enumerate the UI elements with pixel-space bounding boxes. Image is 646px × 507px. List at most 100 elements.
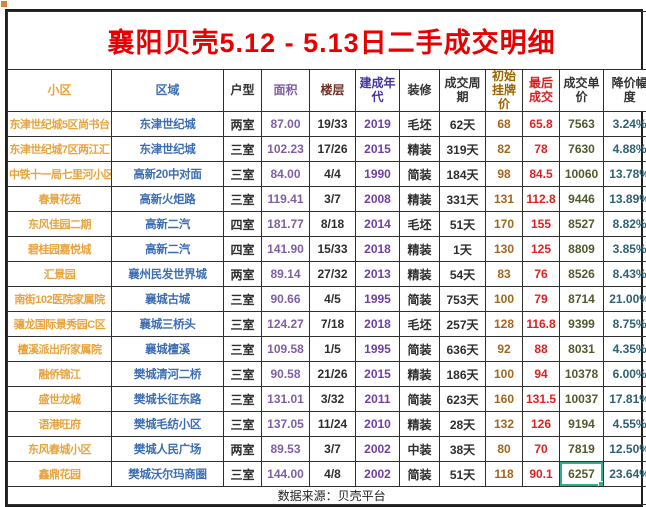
cell-community[interactable]: 语港旺府 — [8, 412, 112, 437]
cell-community[interactable]: 春景花苑 — [8, 187, 112, 212]
cell-initial-price[interactable]: 82 — [486, 137, 523, 162]
cell-district[interactable]: 襄城古城 — [112, 287, 224, 312]
cell-community[interactable]: 汇景园 — [8, 262, 112, 287]
cell-decoration[interactable]: 简装 — [400, 462, 440, 487]
cell-area[interactable]: 131.01 — [262, 387, 310, 412]
cell-community[interactable]: 东津世纪城7区两江汇 — [8, 137, 112, 162]
cell-deal-cycle[interactable]: 51天 — [440, 462, 486, 487]
cell-decoration[interactable]: 精装 — [400, 237, 440, 262]
column-header-initial-price[interactable]: 初始挂牌价 — [486, 70, 523, 112]
cell-initial-price[interactable]: 68 — [486, 112, 523, 137]
cell-unit-price[interactable]: 7819 — [560, 437, 604, 462]
cell-decoration[interactable]: 精装 — [400, 412, 440, 437]
cell-decoration[interactable]: 简装 — [400, 162, 440, 187]
column-header-district[interactable]: 区域 — [112, 70, 224, 112]
cell-deal-cycle[interactable]: 38天 — [440, 437, 486, 462]
cell-year-built[interactable]: 1995 — [356, 287, 400, 312]
cell-district[interactable]: 东津世纪城 — [112, 112, 224, 137]
cell-district[interactable]: 东津世纪城 — [112, 137, 224, 162]
cell-area[interactable]: 102.23 — [262, 137, 310, 162]
cell-final-price[interactable]: 112.8 — [523, 187, 560, 212]
cell-layout[interactable]: 两室 — [224, 437, 262, 462]
cell-area[interactable]: 124.27 — [262, 312, 310, 337]
cell-year-built[interactable]: 1995 — [356, 337, 400, 362]
cell-district[interactable]: 高新火炬路 — [112, 187, 224, 212]
cell-discount[interactable]: 13.89% — [604, 187, 646, 212]
column-header-floor[interactable]: 楼层 — [310, 70, 356, 112]
cell-discount[interactable]: 8.75% — [604, 312, 646, 337]
cell-area[interactable]: 137.05 — [262, 412, 310, 437]
cell-initial-price[interactable]: 132 — [486, 412, 523, 437]
cell-community[interactable]: 东津世纪城5区尚书台 — [8, 112, 112, 137]
cell-decoration[interactable]: 简装 — [400, 287, 440, 312]
cell-floor[interactable]: 4/4 — [310, 162, 356, 187]
cell-layout[interactable]: 三室 — [224, 312, 262, 337]
column-header-discount[interactable]: 降价幅度 — [604, 70, 646, 112]
cell-decoration[interactable]: 毛坯 — [400, 112, 440, 137]
column-header-unit-price[interactable]: 成交单价 — [560, 70, 604, 112]
cell-discount[interactable]: 12.50% — [604, 437, 646, 462]
column-header-deal-cycle[interactable]: 成交周期 — [440, 70, 486, 112]
cell-area[interactable]: 144.00 — [262, 462, 310, 487]
cell-decoration[interactable]: 精装 — [400, 187, 440, 212]
cell-layout[interactable]: 三室 — [224, 287, 262, 312]
cell-decoration[interactable]: 精装 — [400, 362, 440, 387]
cell-floor[interactable]: 11/24 — [310, 412, 356, 437]
cell-unit-price[interactable]: 8714 — [560, 287, 604, 312]
cell-decoration[interactable]: 毛坯 — [400, 212, 440, 237]
cell-district[interactable]: 樊城沃尔玛商圈 — [112, 462, 224, 487]
cell-community[interactable]: 东风春城小区 — [8, 437, 112, 462]
cell-community[interactable]: 南街102医院家属院 — [8, 287, 112, 312]
cell-floor[interactable]: 17/26 — [310, 137, 356, 162]
cell-community[interactable]: 东风佳园二期 — [8, 212, 112, 237]
cell-area[interactable]: 181.77 — [262, 212, 310, 237]
cell-layout[interactable]: 三室 — [224, 337, 262, 362]
cell-deal-cycle[interactable]: 184天 — [440, 162, 486, 187]
cell-area[interactable]: 109.58 — [262, 337, 310, 362]
cell-unit-price[interactable]: 6257 — [560, 462, 604, 487]
cell-unit-price[interactable]: 9399 — [560, 312, 604, 337]
cell-unit-price[interactable]: 9194 — [560, 412, 604, 437]
cell-decoration[interactable]: 精装 — [400, 137, 440, 162]
cell-layout[interactable]: 三室 — [224, 462, 262, 487]
cell-district[interactable]: 襄城檀溪 — [112, 337, 224, 362]
cell-layout[interactable]: 三室 — [224, 137, 262, 162]
cell-unit-price[interactable]: 8526 — [560, 262, 604, 287]
cell-final-price[interactable]: 126 — [523, 412, 560, 437]
cell-decoration[interactable]: 中装 — [400, 437, 440, 462]
cell-final-price[interactable]: 65.8 — [523, 112, 560, 137]
cell-floor[interactable]: 1/5 — [310, 337, 356, 362]
cell-floor[interactable]: 3/7 — [310, 187, 356, 212]
cell-initial-price[interactable]: 130 — [486, 237, 523, 262]
cell-final-price[interactable]: 116.8 — [523, 312, 560, 337]
cell-district[interactable]: 高新二汽 — [112, 212, 224, 237]
cell-year-built[interactable]: 2008 — [356, 187, 400, 212]
cell-initial-price[interactable]: 83 — [486, 262, 523, 287]
cell-decoration[interactable]: 精装 — [400, 262, 440, 287]
cell-deal-cycle[interactable]: 28天 — [440, 412, 486, 437]
cell-initial-price[interactable]: 170 — [486, 212, 523, 237]
cell-area[interactable]: 89.53 — [262, 437, 310, 462]
cell-discount[interactable]: 13.78% — [604, 162, 646, 187]
cell-discount[interactable]: 8.43% — [604, 262, 646, 287]
cell-district[interactable]: 襄州民发世界城 — [112, 262, 224, 287]
cell-floor[interactable]: 15/33 — [310, 237, 356, 262]
cell-layout[interactable]: 两室 — [224, 112, 262, 137]
cell-layout[interactable]: 三室 — [224, 412, 262, 437]
cell-decoration[interactable]: 简装 — [400, 337, 440, 362]
cell-year-built[interactable]: 2019 — [356, 112, 400, 137]
cell-year-built[interactable]: 2018 — [356, 312, 400, 337]
cell-deal-cycle[interactable]: 753天 — [440, 287, 486, 312]
cell-year-built[interactable]: 2014 — [356, 212, 400, 237]
cell-initial-price[interactable]: 80 — [486, 437, 523, 462]
cell-year-built[interactable]: 2018 — [356, 237, 400, 262]
cell-year-built[interactable]: 2002 — [356, 462, 400, 487]
cell-deal-cycle[interactable]: 51天 — [440, 212, 486, 237]
cell-floor[interactable]: 27/32 — [310, 262, 356, 287]
cell-final-price[interactable]: 70 — [523, 437, 560, 462]
cell-final-price[interactable]: 131.5 — [523, 387, 560, 412]
cell-unit-price[interactable]: 7630 — [560, 137, 604, 162]
cell-final-price[interactable]: 76 — [523, 262, 560, 287]
cell-final-price[interactable]: 84.5 — [523, 162, 560, 187]
cell-discount[interactable]: 4.55% — [604, 412, 646, 437]
